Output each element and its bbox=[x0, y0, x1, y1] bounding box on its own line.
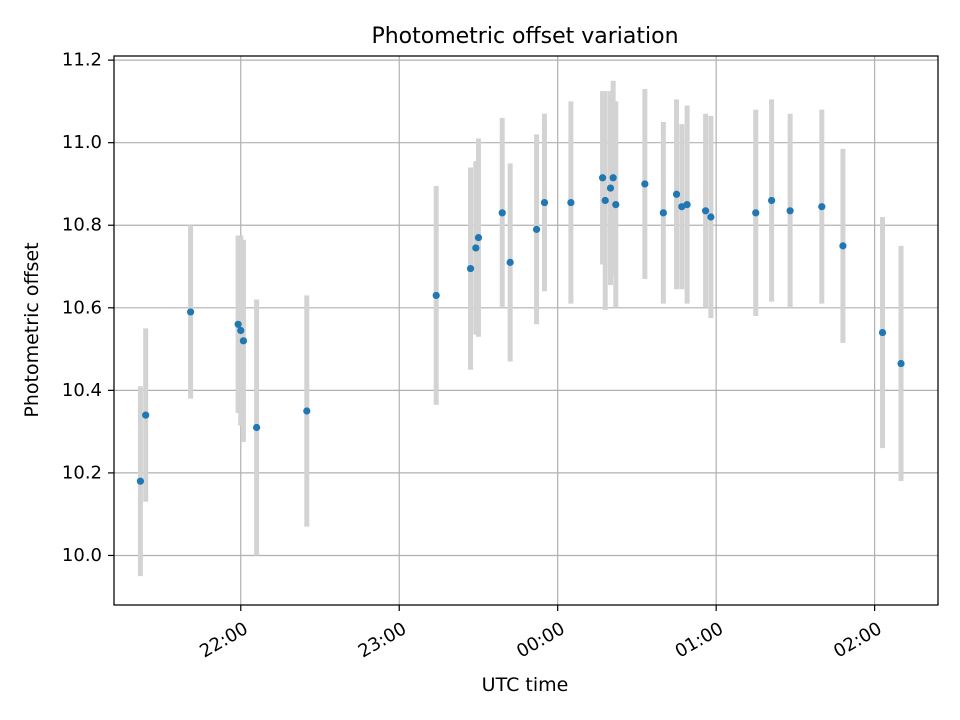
y-tick-label: 11.0 bbox=[62, 132, 102, 153]
data-point bbox=[818, 203, 826, 211]
data-point bbox=[786, 207, 794, 215]
data-point bbox=[612, 201, 620, 209]
data-points bbox=[136, 174, 905, 485]
x-tick-label: 01:00 bbox=[672, 618, 727, 662]
data-point bbox=[609, 174, 617, 182]
x-tick-label: 02:00 bbox=[830, 618, 885, 662]
data-point bbox=[598, 174, 607, 182]
data-point bbox=[432, 291, 440, 300]
plot-area-frame bbox=[113, 55, 939, 606]
x-tick-label: 00:00 bbox=[513, 618, 568, 662]
data-point bbox=[672, 190, 681, 198]
data-point bbox=[474, 234, 483, 242]
data-point bbox=[601, 196, 609, 205]
grid bbox=[114, 56, 938, 605]
y-tick-label: 10.8 bbox=[62, 215, 102, 236]
data-point bbox=[498, 209, 506, 217]
data-point bbox=[532, 225, 541, 233]
y-axis-label: Photometric offset bbox=[21, 242, 43, 417]
x-tick-label: 22:00 bbox=[196, 618, 251, 662]
data-point bbox=[707, 213, 715, 221]
data-point bbox=[567, 198, 575, 207]
data-point bbox=[701, 207, 710, 215]
data-point bbox=[186, 308, 195, 316]
data-point bbox=[752, 209, 760, 217]
data-point bbox=[237, 326, 245, 335]
data-point bbox=[466, 264, 475, 273]
data-point bbox=[606, 184, 615, 192]
data-point bbox=[878, 328, 887, 337]
data-point bbox=[303, 407, 311, 415]
data-point bbox=[239, 337, 248, 345]
data-point bbox=[683, 201, 691, 209]
data-point bbox=[142, 411, 150, 419]
data-point bbox=[641, 180, 649, 188]
data-point bbox=[136, 477, 145, 485]
data-point bbox=[897, 359, 905, 368]
data-point bbox=[472, 244, 480, 252]
y-tick-label: 10.0 bbox=[62, 545, 102, 566]
x-tick-label: 23:00 bbox=[355, 618, 410, 662]
data-point bbox=[253, 423, 261, 432]
chart-title: Photometric offset variation bbox=[371, 24, 678, 49]
x-axis-label: UTC time bbox=[482, 674, 569, 696]
data-point bbox=[839, 242, 847, 250]
data-point bbox=[540, 198, 549, 207]
y-tick-label: 10.2 bbox=[62, 462, 102, 483]
data-point bbox=[768, 196, 776, 205]
y-tick-label: 10.4 bbox=[62, 380, 102, 401]
errorbars bbox=[137, 80, 904, 577]
axis-ticks: 22:00 23:00 00:00 01:00 02:00 10.0 10.2 10.4 10.… bbox=[62, 50, 886, 663]
data-point bbox=[659, 209, 667, 217]
y-tick-label: 11.2 bbox=[62, 50, 102, 71]
data-point bbox=[506, 258, 514, 266]
y-tick-label: 10.6 bbox=[62, 297, 102, 318]
data-point bbox=[234, 320, 242, 328]
